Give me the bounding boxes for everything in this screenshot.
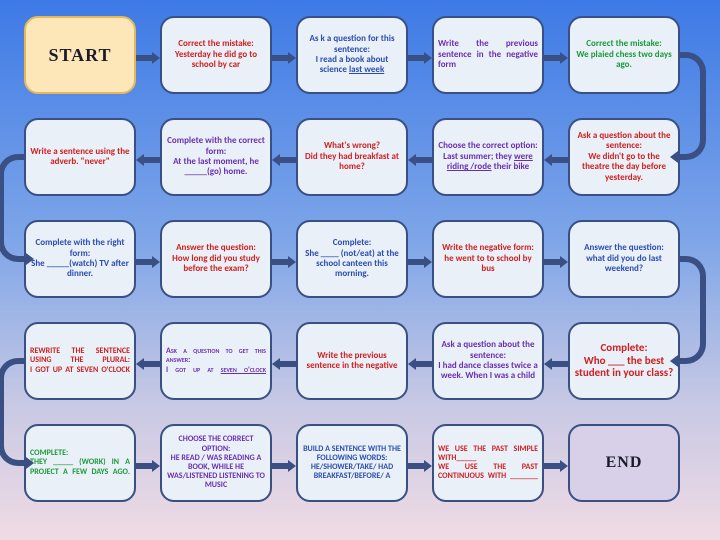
cell-label-c04: Correct the mistake:We plaied chess two … xyxy=(574,39,674,70)
cell-c04: Correct the mistake:We plaied chess two … xyxy=(568,16,680,94)
cell-c10: Write a sentence using the adverb. "neve… xyxy=(24,118,136,196)
cell-c21: Answer the question:How long did you stu… xyxy=(160,220,272,298)
cell-c31: Ask a question to get this answer:I got … xyxy=(160,322,272,400)
cell-end: END xyxy=(568,424,680,502)
cell-c40: COMPLETE:THEY _____ (WORK) IN A PROJECT … xyxy=(24,424,136,502)
arrow-r2-c1 xyxy=(272,256,296,268)
arrow-r0-c1 xyxy=(272,52,296,64)
cell-c01: Correct the mistake:Yesterday he did go … xyxy=(160,16,272,94)
cell-label-c42: BUILD A SENTENCE WITH THE FOLLOWING WORD… xyxy=(302,445,402,482)
cell-label-c30: REWRITE THE SENTENCE USING THE PLURAL:I … xyxy=(30,347,130,375)
arrow-r4-c2 xyxy=(408,460,432,472)
cell-label-c23: Write the negative form: he went to to s… xyxy=(438,243,538,274)
cell-start: START xyxy=(24,16,136,94)
cell-label-c20: Complete with the right form:She _____(w… xyxy=(30,238,130,279)
cell-label-c22: Complete:She ____ (not/eat) at the schoo… xyxy=(302,238,402,279)
cell-label-c41: CHOOSE THE CORRECT OPTION:HE READ / WAS … xyxy=(166,435,266,490)
cell-c22: Complete:She ____ (not/eat) at the schoo… xyxy=(296,220,408,298)
cell-c02: As k a question for this sentence:I read… xyxy=(296,16,408,94)
cell-c33: Ask a question about the sentence:I had … xyxy=(432,322,544,400)
cell-c20: Complete with the right form:She _____(w… xyxy=(24,220,136,298)
cell-c34: Complete:Who ___ the best student in you… xyxy=(568,322,680,400)
cell-label-start: START xyxy=(48,45,111,66)
cell-label-c03: Write the previous sentence in the negat… xyxy=(438,39,538,70)
cell-label-c33: Ask a question about the sentence:I had … xyxy=(438,340,538,381)
cell-label-c11: Complete with the correct form:At the la… xyxy=(166,136,266,177)
cell-label-c13: Choose the correct option:Last summer; t… xyxy=(438,141,538,172)
arrow-r3-c0 xyxy=(136,358,160,370)
arrow-r4-c3 xyxy=(544,460,568,472)
arrow-r3-c3 xyxy=(544,358,568,370)
cell-label-c32: Write the previous sentence in the negat… xyxy=(302,351,402,372)
cell-label-c34: Complete:Who ___ the best student in you… xyxy=(574,342,674,380)
cell-label-c24: Answer the question: what did you do las… xyxy=(574,243,674,274)
cell-label-c31: Ask a question to get this answer:I got … xyxy=(166,347,266,375)
cell-label-c12: What's wrong?Did they had breakfast at h… xyxy=(302,141,402,172)
cell-c12: What's wrong?Did they had breakfast at h… xyxy=(296,118,408,196)
cell-c24: Answer the question: what did you do las… xyxy=(568,220,680,298)
cell-c30: REWRITE THE SENTENCE USING THE PLURAL:I … xyxy=(24,322,136,400)
cell-c11: Complete with the correct form:At the la… xyxy=(160,118,272,196)
cell-c43: WE USE THE PAST SIMPLE WITH_____WE USE T… xyxy=(432,424,544,502)
arrow-r1-c2 xyxy=(408,154,432,166)
arrow-r4-c1 xyxy=(272,460,296,472)
turn-0 xyxy=(678,52,706,160)
arrow-r3-c2 xyxy=(408,358,432,370)
cell-c42: BUILD A SENTENCE WITH THE FOLLOWING WORD… xyxy=(296,424,408,502)
arrow-r4-c0 xyxy=(136,460,160,472)
cell-label-c14: Ask a question about the sentence:We did… xyxy=(574,131,674,183)
cell-c41: CHOOSE THE CORRECT OPTION:HE READ / WAS … xyxy=(160,424,272,502)
cell-c13: Choose the correct option:Last summer; t… xyxy=(432,118,544,196)
arrow-r0-c0 xyxy=(136,52,160,64)
arrow-r2-c3 xyxy=(544,256,568,268)
turn-2 xyxy=(678,256,706,364)
cell-label-c10: Write a sentence using the adverb. "neve… xyxy=(30,147,130,168)
arrow-r0-c2 xyxy=(408,52,432,64)
turn-3 xyxy=(0,358,26,466)
cell-c14: Ask a question about the sentence:We did… xyxy=(568,118,680,196)
cell-c32: Write the previous sentence in the negat… xyxy=(296,322,408,400)
cell-label-end: END xyxy=(606,454,643,472)
cell-c03: Write the previous sentence in the negat… xyxy=(432,16,544,94)
cell-label-c02: As k a question for this sentence:I read… xyxy=(302,34,402,75)
cell-label-c21: Answer the question:How long did you stu… xyxy=(166,243,266,274)
arrow-r2-c2 xyxy=(408,256,432,268)
arrow-r2-c0 xyxy=(136,256,160,268)
arrow-r1-c0 xyxy=(136,154,160,166)
turn-1 xyxy=(0,154,26,262)
cell-label-c43: WE USE THE PAST SIMPLE WITH_____WE USE T… xyxy=(438,445,538,482)
cell-label-c01: Correct the mistake:Yesterday he did go … xyxy=(166,39,266,70)
cell-label-c40: COMPLETE:THEY _____ (WORK) IN A PROJECT … xyxy=(30,449,130,477)
arrow-r1-c3 xyxy=(544,154,568,166)
arrow-r0-c3 xyxy=(544,52,568,64)
arrow-r3-c1 xyxy=(272,358,296,370)
arrow-r1-c1 xyxy=(272,154,296,166)
cell-c23: Write the negative form: he went to to s… xyxy=(432,220,544,298)
